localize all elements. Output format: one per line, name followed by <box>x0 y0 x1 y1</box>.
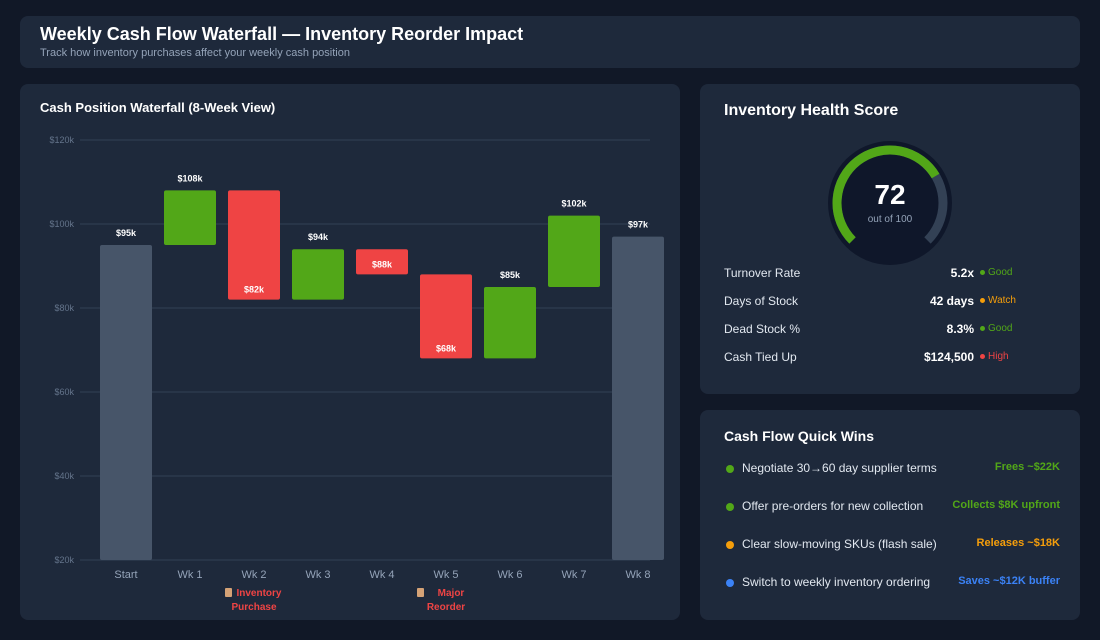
health-out-of: out of 100 <box>867 214 913 225</box>
annotation-label: Reorder <box>427 602 465 613</box>
metric-row: Turnover Rate 5.2x Good <box>724 266 1024 282</box>
x-tick-label: Wk 5 <box>433 569 458 581</box>
gauge-background <box>828 141 952 265</box>
bar-value-label: $95k <box>116 228 137 238</box>
quick-win-item: Negotiate 30→60 day supplier terms Frees… <box>724 461 1060 477</box>
bar-value-label: $108k <box>177 173 203 183</box>
quick-win-text: Switch to weekly inventory ordering <box>742 575 931 589</box>
x-tick-label: Wk 2 <box>241 569 266 581</box>
bar-value-label: $82k <box>244 285 265 295</box>
annotation-label: Purchase <box>231 602 276 613</box>
page-subtitle: Track how inventory purchases affect you… <box>40 47 350 59</box>
quick-win-result: Frees ~$22K <box>994 461 1060 473</box>
metric-status-text: Good <box>988 267 1013 278</box>
bullet-icon <box>726 579 734 587</box>
y-tick-label: $20k <box>54 555 74 565</box>
bar-decrease <box>228 190 280 300</box>
health-score: 72 <box>874 179 906 210</box>
bar-increase <box>548 215 600 287</box>
bar-decrease <box>356 249 408 275</box>
quick-win-item: Clear slow-moving SKUs (flash sale) Rele… <box>724 537 1060 553</box>
metric-row: Cash Tied Up $124,500 High <box>724 350 1024 366</box>
x-tick-label: Wk 8 <box>625 569 650 581</box>
bullet-icon <box>726 465 734 473</box>
bar-value-label: $94k <box>308 232 329 242</box>
metric-status: Good <box>980 267 1012 278</box>
metric-status-text: Good <box>988 323 1013 334</box>
metric-status-text: Watch <box>988 295 1016 306</box>
page-title: Weekly Cash Flow Waterfall — Inventory R… <box>40 24 524 44</box>
bar-decrease <box>420 274 472 359</box>
quick-win-text: Clear slow-moving SKUs (flash sale) <box>742 537 937 551</box>
header: Weekly Cash Flow Waterfall — Inventory R… <box>20 16 1080 68</box>
quick-win-text: Offer pre-orders for new collection <box>742 499 924 513</box>
y-tick-label: $80k <box>54 303 74 313</box>
x-tick-label: Wk 6 <box>497 569 522 581</box>
metric-label: Cash Tied Up <box>724 350 797 364</box>
metric-label: Days of Stock <box>724 294 799 308</box>
bullet-icon <box>726 541 734 549</box>
quick-win-text: Negotiate 30→60 day supplier terms <box>742 461 937 475</box>
quick-win-item: Switch to weekly inventory ordering Save… <box>724 575 1060 591</box>
metric-value: 42 days <box>929 294 974 308</box>
metric-label: Turnover Rate <box>724 266 801 280</box>
y-tick-label: $120k <box>49 135 74 145</box>
bar-value-label: $85k <box>500 270 521 280</box>
x-tick-label: Wk 3 <box>305 569 330 581</box>
x-tick-label: Start <box>114 569 137 581</box>
y-tick-label: $60k <box>54 387 74 397</box>
bar-value-label: $68k <box>436 343 457 353</box>
metric-status-text: High <box>988 351 1009 362</box>
quick-win-result: Saves ~$12K buffer <box>958 575 1060 587</box>
x-tick-label: Wk 7 <box>561 569 586 581</box>
quick-win-result: Collects $8K upfront <box>952 499 1060 511</box>
bar-value-label: $88k <box>372 259 393 269</box>
bullet-icon <box>726 503 734 511</box>
metric-value: $124,500 <box>923 350 974 364</box>
bar-total <box>612 236 664 560</box>
metric-status: Good <box>980 323 1012 334</box>
metric-value: 5.2x <box>950 266 974 280</box>
status-dot-icon <box>980 297 985 303</box>
status-dot-icon <box>980 325 985 331</box>
quick-win-result: Releases ~$18K <box>976 537 1060 549</box>
package-icon <box>417 588 424 597</box>
package-icon <box>225 588 232 597</box>
metric-row: Dead Stock % 8.3% Good <box>724 322 1024 338</box>
bar-increase <box>484 287 536 359</box>
health-title: Inventory Health Score <box>724 102 899 119</box>
status-dot-icon <box>980 353 985 359</box>
health-gauge <box>828 141 952 265</box>
annotation-label: Inventory <box>236 588 281 599</box>
status-dot-icon <box>980 269 985 275</box>
y-tick-label: $100k <box>49 219 74 229</box>
quick-wins-card: Cash Flow Quick Wins Negotiate 30→60 day… <box>700 410 1080 620</box>
waterfall-chart: $20k $40k $60k $80k $100k $120k $95k Start $108k… <box>49 135 664 613</box>
bar-value-label: $102k <box>561 199 587 209</box>
metric-value: 8.3% <box>946 322 974 336</box>
chart-title: Cash Position Waterfall (8-Week View) <box>40 100 276 115</box>
metric-row: Days of Stock 42 days Watch <box>724 294 1024 310</box>
bar-increase <box>164 190 216 245</box>
bar-increase <box>292 249 344 300</box>
quick-wins-title: Cash Flow Quick Wins <box>724 428 875 444</box>
quick-win-item: Offer pre-orders for new collection Coll… <box>724 499 1060 515</box>
x-tick-label: Wk 1 <box>177 569 202 581</box>
metric-status: Watch <box>980 295 1016 306</box>
bar-total <box>100 245 152 560</box>
metric-status: High <box>980 351 1009 362</box>
health-card: Inventory Health Score 72 out of 100 Tur… <box>700 84 1080 394</box>
metric-label: Dead Stock % <box>724 322 801 336</box>
waterfall-card: Cash Position Waterfall (8-Week View) $2… <box>20 84 680 620</box>
annotation-label: Major <box>438 588 465 599</box>
bar-value-label: $97k <box>628 220 649 230</box>
x-tick-label: Wk 4 <box>369 569 394 581</box>
gauge-fill <box>832 145 940 244</box>
y-tick-label: $40k <box>54 471 74 481</box>
